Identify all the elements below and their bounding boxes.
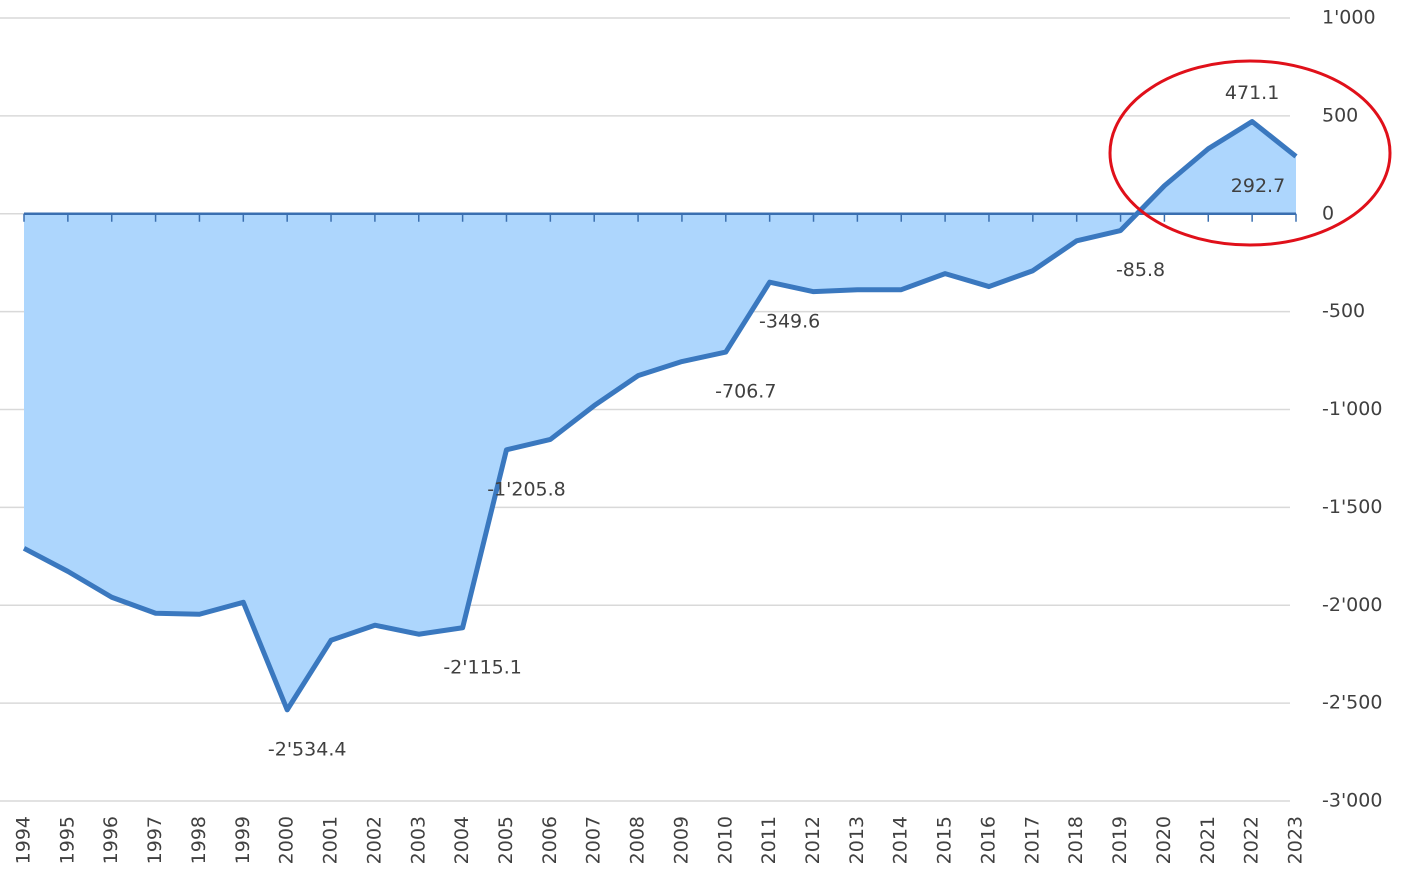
x-tick-label: 2013 — [846, 816, 868, 864]
x-tick-label: 2006 — [539, 816, 561, 864]
data-label: -706.7 — [715, 381, 776, 403]
x-tick-label: 2000 — [276, 816, 298, 864]
data-label: -349.6 — [759, 311, 820, 333]
x-tick-label: 2014 — [890, 816, 912, 864]
line — [22, 119, 1298, 713]
highlight-ellipse — [1108, 59, 1392, 247]
data-label: -1'205.8 — [487, 478, 566, 500]
x-tick-label: 1996 — [100, 816, 122, 864]
x-tick-label: 2005 — [495, 816, 517, 864]
x-tick-label: 2022 — [1241, 816, 1263, 864]
y-tick-label: 500 — [1322, 104, 1358, 126]
x-tick-label: 2019 — [1109, 816, 1131, 864]
x-tick-label: 1999 — [232, 816, 254, 864]
x-tick-label: 2007 — [583, 816, 605, 864]
x-tick-label: 2010 — [714, 816, 736, 864]
y-tick-label: 0 — [1322, 202, 1334, 224]
x-tick-label: 2002 — [363, 816, 385, 864]
x-tick-label: 2003 — [407, 816, 429, 864]
y-tick-label: -2'500 — [1322, 692, 1382, 714]
data-label: 471.1 — [1225, 82, 1279, 104]
x-tick-label: 1994 — [13, 816, 35, 864]
x-tick-label: 2009 — [670, 816, 692, 864]
y-tick-label: 1'000 — [1322, 7, 1376, 29]
x-tick-label: 2001 — [320, 816, 342, 864]
x-tick-label: 2018 — [1065, 816, 1087, 864]
x-tick-label: 2021 — [1197, 816, 1219, 864]
x-tick-label: 2008 — [627, 816, 649, 864]
y-tick-label: -1'000 — [1322, 398, 1382, 420]
y-tick-label: -1'500 — [1322, 496, 1382, 518]
data-label: -2'115.1 — [443, 656, 522, 678]
y-tick-label: -3'000 — [1322, 790, 1382, 812]
y-tick-label: -500 — [1322, 300, 1365, 322]
y-tick-label: -2'000 — [1322, 594, 1382, 616]
x-tick-label: 1997 — [144, 816, 166, 864]
x-tick-label: 2004 — [451, 816, 473, 864]
x-tick-label: 2017 — [1021, 816, 1043, 864]
area — [24, 121, 1296, 710]
x-tick-label: 1995 — [56, 816, 78, 864]
x-tick-label: 2011 — [758, 816, 780, 864]
data-label: -2'534.4 — [268, 738, 347, 760]
x-tick-label: 2023 — [1285, 816, 1307, 864]
x-tick-label: 2016 — [977, 816, 999, 864]
x-tick-label: 2012 — [802, 816, 824, 864]
data-label: -85.8 — [1116, 259, 1165, 281]
x-tick-label: 2020 — [1153, 816, 1175, 864]
x-tick-label: 1998 — [188, 816, 210, 864]
x-tick-label: 2015 — [934, 816, 956, 864]
data-label: 292.7 — [1231, 175, 1285, 197]
